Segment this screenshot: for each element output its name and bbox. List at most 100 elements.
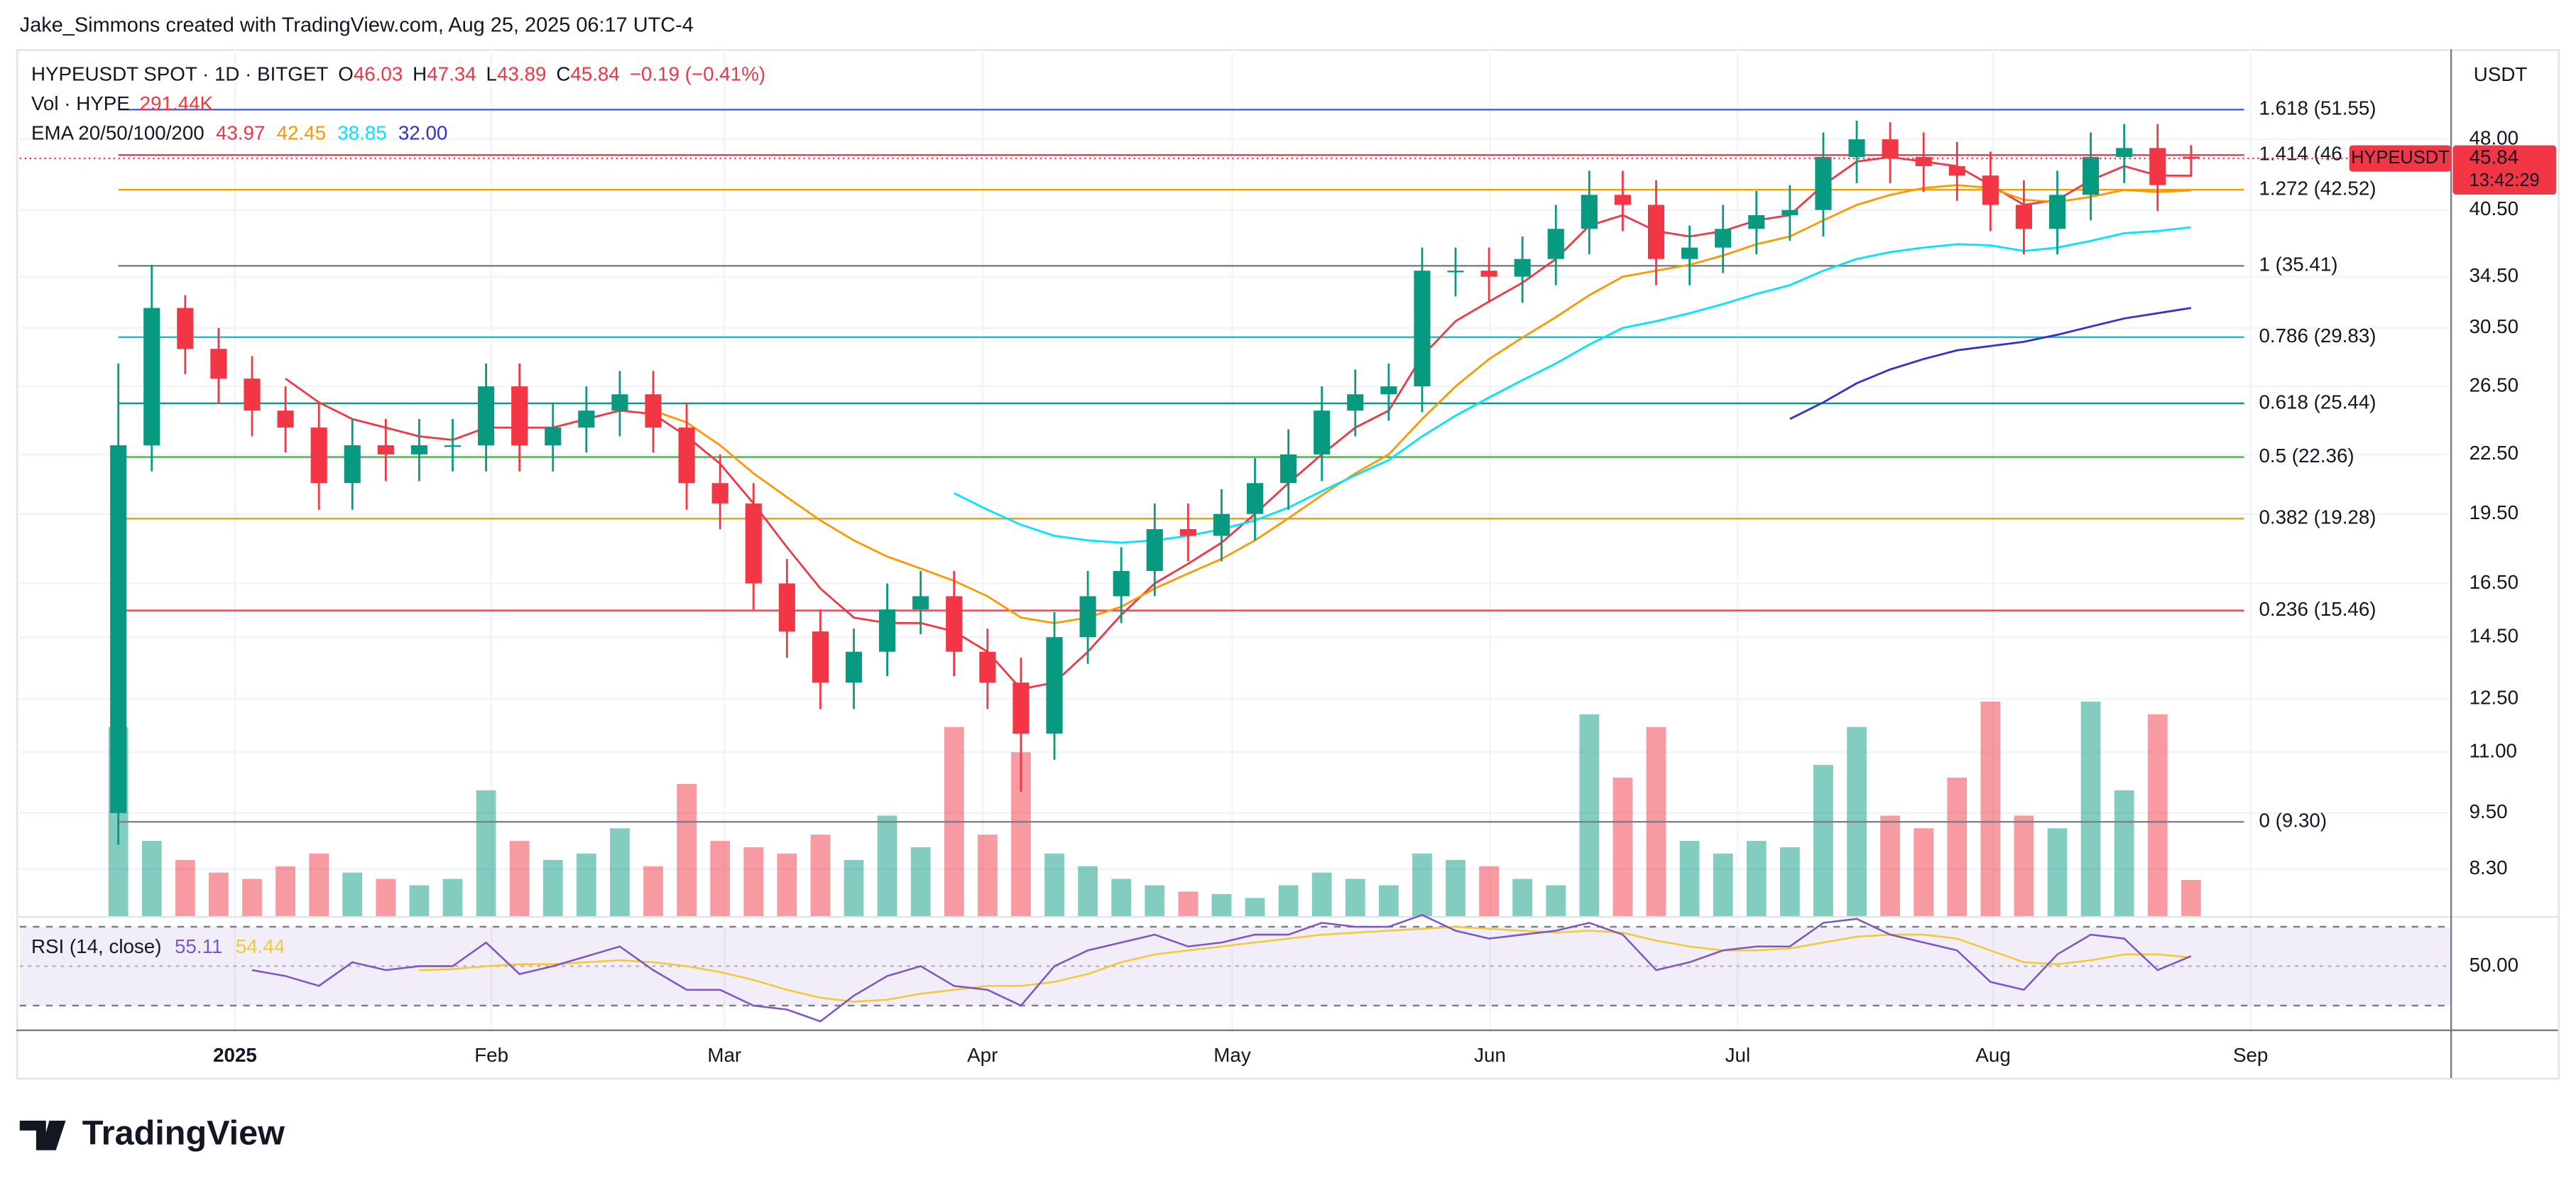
candle-body <box>1380 386 1397 395</box>
y-tick-label: 8.30 <box>2469 856 2508 878</box>
volume-bar <box>877 815 897 918</box>
candle-body <box>912 596 929 610</box>
volume-bar <box>1178 891 1199 918</box>
volume-bar <box>1880 815 1900 918</box>
rsi-ma-value: 54.44 <box>236 935 285 957</box>
candle-body <box>845 651 863 683</box>
volume-bar <box>409 885 430 918</box>
x-tick-label: Jul <box>1725 1044 1750 1066</box>
volume-bar <box>1211 893 1232 918</box>
y-tick-label: 9.50 <box>2469 800 2508 822</box>
candle-body <box>478 386 495 446</box>
y-tick-label: 16.50 <box>2469 571 2518 593</box>
volume-bar <box>342 872 363 918</box>
volume-bar <box>1145 885 1165 918</box>
logo-text: TradingView <box>82 1114 285 1153</box>
rsi-tick-label: 50.00 <box>2469 954 2518 976</box>
candle-body <box>110 445 127 813</box>
x-tick-label: Mar <box>707 1044 741 1066</box>
candle-body <box>545 428 562 446</box>
volume-bar <box>1512 878 1533 918</box>
ema-title: EMA 20/50/100/200 <box>31 122 204 144</box>
ohlc-value: 45.84 <box>570 63 619 85</box>
price-tag-bg <box>2452 145 2557 195</box>
volume-bar <box>175 859 195 918</box>
candle-body <box>2183 156 2200 159</box>
volume-bar <box>141 841 162 918</box>
ohlc-prefix: O <box>338 63 354 85</box>
volume-bar <box>1278 885 1299 918</box>
candle-body <box>778 583 795 632</box>
candle-body <box>1213 513 1230 536</box>
candle-body <box>1681 247 1698 259</box>
candle-body <box>1146 529 1163 572</box>
volume-bar <box>1579 714 1600 918</box>
candle-body <box>2015 205 2032 229</box>
ohlc-prefix: C <box>556 63 570 85</box>
volume-bar <box>309 853 329 918</box>
volume-bar <box>1779 847 1800 918</box>
candle-body <box>1280 454 1297 484</box>
candle-body <box>578 410 595 428</box>
volume-bar <box>643 866 663 918</box>
volume-bar <box>1345 878 1365 918</box>
volume-bar <box>576 853 596 918</box>
candle-body <box>1815 157 1832 210</box>
legend-ohlc: HYPEUSDT SPOT · 1D · BITGET O46.03 H47.34 L… <box>31 63 765 85</box>
candle-body <box>711 483 728 504</box>
volume-bar <box>1378 885 1399 918</box>
candle-body <box>1447 271 1464 273</box>
volume-bar <box>376 878 396 918</box>
ohlc-value: 43.89 <box>497 63 546 85</box>
price-tag-symbol: HYPEUSDT <box>2351 148 2450 168</box>
legend-ema: EMA 20/50/100/200 43.97 42.45 38.85 32.00 <box>31 122 447 144</box>
volume-bar <box>1679 841 1700 918</box>
volume-bar <box>1412 853 1432 918</box>
volume-bar <box>844 859 864 918</box>
change: −0.19 (−0.41%) <box>630 63 765 85</box>
candle-body <box>1547 229 1564 259</box>
rsi-value: 55.11 <box>175 935 222 957</box>
candle-body <box>1748 214 1765 229</box>
y-tick-label: 26.50 <box>2469 374 2518 396</box>
candle-body <box>2048 195 2066 229</box>
candle-body <box>1079 596 1096 638</box>
ema-line <box>653 184 2191 624</box>
candle-body <box>1581 195 1598 229</box>
volume-bar <box>1713 853 1733 918</box>
price-tag-countdown: 13:42:29 <box>2469 170 2540 190</box>
rsi-title: RSI (14, close) <box>31 935 162 957</box>
price-tag-symbol-bg <box>2349 145 2452 172</box>
candle-body <box>344 445 361 484</box>
volume-bar <box>910 847 931 918</box>
candle-body <box>1480 271 1497 277</box>
ohlc-value: 46.03 <box>354 63 403 85</box>
candle-body <box>979 651 996 683</box>
candle-body <box>611 394 628 411</box>
volume-bar <box>275 866 295 918</box>
candle-body <box>1347 394 1364 411</box>
volume-bar <box>209 872 229 918</box>
candle-body <box>678 428 695 484</box>
volume-bar <box>777 853 797 918</box>
x-tick-label: 2025 <box>213 1044 257 1066</box>
volume-bar <box>2147 714 2168 918</box>
candle-body <box>310 428 327 484</box>
legend-volume: Vol · HYPE 291.44K <box>31 92 214 114</box>
fib-label: 0.618 (25.44) <box>2259 391 2376 413</box>
volume-bar <box>1612 777 1633 918</box>
ema-value: 32.00 <box>398 122 447 144</box>
ema-line <box>1789 307 2192 420</box>
candle-body <box>1948 165 1965 176</box>
x-tick-label: Aug <box>1975 1044 2010 1066</box>
y-tick-label: 22.50 <box>2469 442 2518 464</box>
y-tick-label: 34.50 <box>2469 264 2518 286</box>
volume-bar <box>1111 878 1132 918</box>
legend-rsi: RSI (14, close) 55.11 54.44 <box>31 935 285 957</box>
y-tick-label: 14.50 <box>2469 625 2518 647</box>
candle-body <box>1647 205 1665 259</box>
ema-value: 38.85 <box>337 122 386 144</box>
volume-bar <box>1078 866 1098 918</box>
candle-body <box>1246 483 1264 514</box>
